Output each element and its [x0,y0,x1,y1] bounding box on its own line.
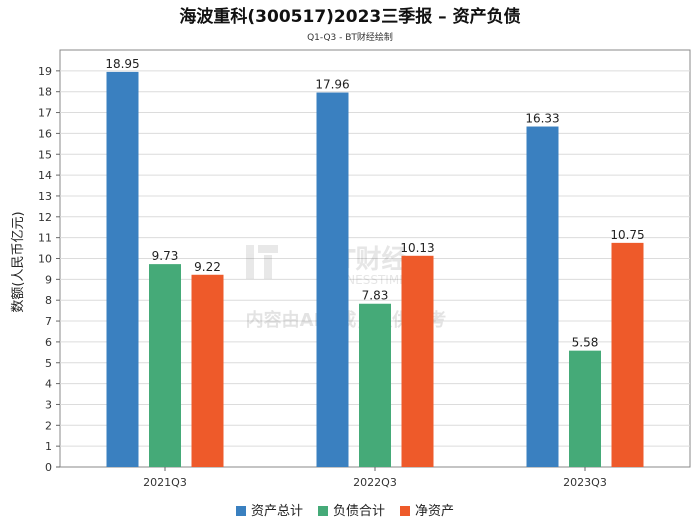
legend-label: 净资产 [415,504,454,519]
legend-swatch [318,506,328,516]
bar-value-label: 7.83 [362,289,389,303]
y-tick-label: 15 [38,148,52,161]
watermark-logo-mark [264,255,272,279]
y-tick-label: 13 [38,190,52,203]
legend-label: 资产总计 [251,504,303,519]
y-tick-label: 19 [38,65,52,78]
bar [316,92,349,467]
bar-value-label: 17.96 [315,78,349,92]
y-axis-label: 数额(人民币亿元) [11,211,26,312]
chart-subtitle: Q1-Q3 - BT财经绘制 [307,31,393,43]
y-tick-label: 18 [38,86,52,99]
bar-value-label: 18.95 [105,57,139,71]
bar [401,255,434,467]
bar-value-label: 9.73 [152,249,179,263]
bar-value-label: 9.22 [194,260,221,274]
y-tick-label: 9 [45,273,52,286]
y-tick-label: 8 [45,294,52,307]
bar-value-label: 10.13 [400,241,434,255]
y-tick-label: 6 [45,336,52,349]
bar [149,264,181,467]
legend-swatch [400,506,410,516]
y-tick-label: 5 [45,357,52,370]
y-tick-label: 11 [38,232,52,245]
legend-swatch [236,506,246,516]
y-tick-label: 0 [45,461,52,474]
bars-layer: 18.95 9.73 9.22 17.96 7.83 10.13 16.33 5.58 10.7… [105,57,645,467]
bar [526,126,559,467]
legend: 资产总计 负债合计 净资产 [236,504,454,519]
y-tick-label: 2 [45,419,52,432]
y-tick-label: 4 [45,378,52,391]
y-tick-label: 12 [38,211,52,224]
x-tick-label: 2023Q3 [563,476,607,489]
bar-value-label: 10.75 [610,228,644,242]
y-tick-label: 17 [38,107,52,120]
x-tick-label: 2021Q3 [143,476,187,489]
bar [359,303,391,467]
y-tick-label: 14 [38,169,52,182]
y-tick-label: 16 [38,127,52,140]
legend-label: 负债合计 [333,504,385,519]
y-tick-label: 3 [45,398,52,411]
bar [106,71,139,467]
watermark-logo-mark [246,245,254,279]
bar [191,274,224,467]
y-tick-label: 10 [38,253,52,266]
y-tick-label: 7 [45,315,52,328]
y-tick-label: 1 [45,440,52,453]
watermark-logo-mark [258,245,278,253]
bar [611,242,644,467]
bar [569,350,601,467]
bar-value-label: 5.58 [572,336,599,350]
chart-title: 海波重科(300517)2023三季报 – 资产负债 [179,6,520,27]
x-tick-label: 2022Q3 [353,476,397,489]
bar-value-label: 16.33 [525,112,559,126]
